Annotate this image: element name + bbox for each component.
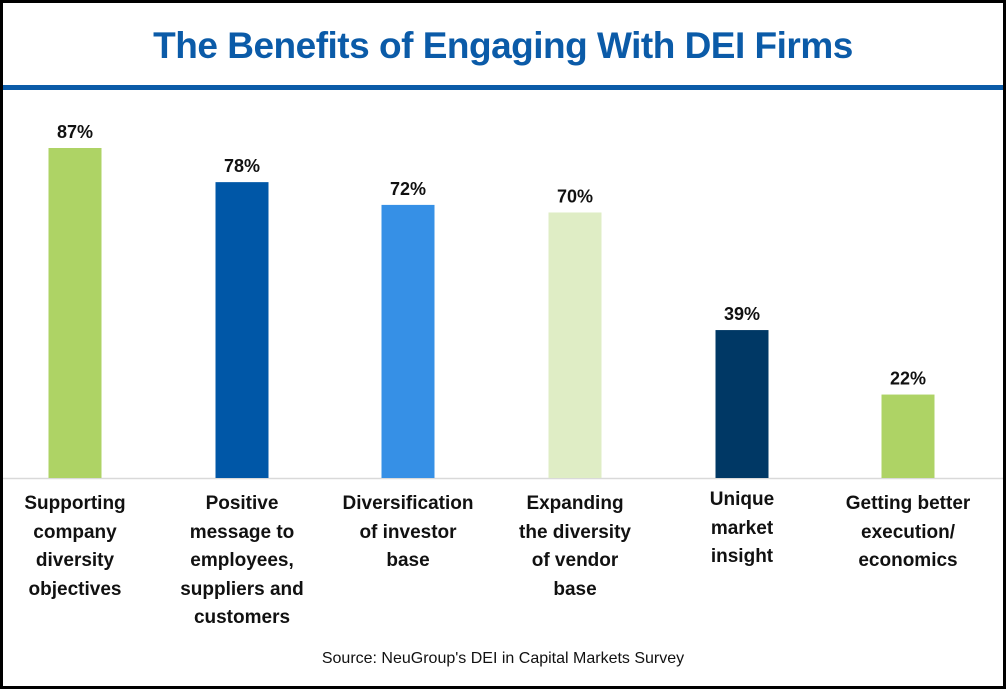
data-label: 70% [557,186,593,206]
data-label: 72% [390,179,426,199]
bar [881,394,935,478]
x-tick-label-line: message to [189,521,295,543]
x-tick-label-line: base [553,578,597,600]
x-tick-label-line: insight [710,546,774,567]
x-tick-label-line: of investor [359,521,457,543]
title-divider [3,85,1003,90]
x-tick-label-line: base [386,550,430,571]
x-tick-label-line: Unique [709,489,775,510]
x-tick-label-line: suppliers and [180,578,304,600]
x-tick-label: Expanding the diversity of vendor base [490,490,660,604]
x-tick-label-line: Diversification [342,493,474,514]
data-label: 87% [57,122,93,142]
source-note: Source: NeuGroup's DEI in Capital Market… [321,650,685,667]
x-tick-label: Positive message to employees, suppliers an… [157,490,327,633]
x-tick-label: Supporting company diversity objectives [0,490,160,604]
x-tick-label-line: of vendor [531,550,619,571]
x-tick-label: Getting better execution/economics [823,490,993,576]
x-tick-label-line: diversity [35,550,115,571]
x-tick-label-line: customers [193,607,291,628]
x-tick-label-line: Getting better [845,493,971,514]
x-tick-label-line: objectives [28,578,122,600]
chart-title: The Benefits of Engaging With DEI Firms [153,25,853,66]
x-tick-label-line: employees, [190,550,294,571]
bar [381,204,435,478]
x-tick-label-line: Positive [205,493,279,514]
x-tick-label: Unique market insight [657,486,827,572]
data-label: 39% [724,304,760,324]
x-tick-label-line: Expanding [526,493,624,514]
bar [215,182,269,478]
x-tick-label-line: Supporting [24,493,126,514]
data-label: 22% [890,369,926,389]
bar [48,148,102,478]
x-tick-label-line: economics [858,550,958,571]
x-tick-label: Diversification of investor base [323,490,493,576]
x-tick-label-line: company [33,521,117,543]
x-tick-label-line: execution/ [861,521,955,543]
bar [715,330,769,478]
x-tick-label-line: market [710,517,774,539]
data-label: 78% [224,156,260,176]
bar [548,212,602,478]
x-tick-label-line: the diversity [519,521,631,543]
